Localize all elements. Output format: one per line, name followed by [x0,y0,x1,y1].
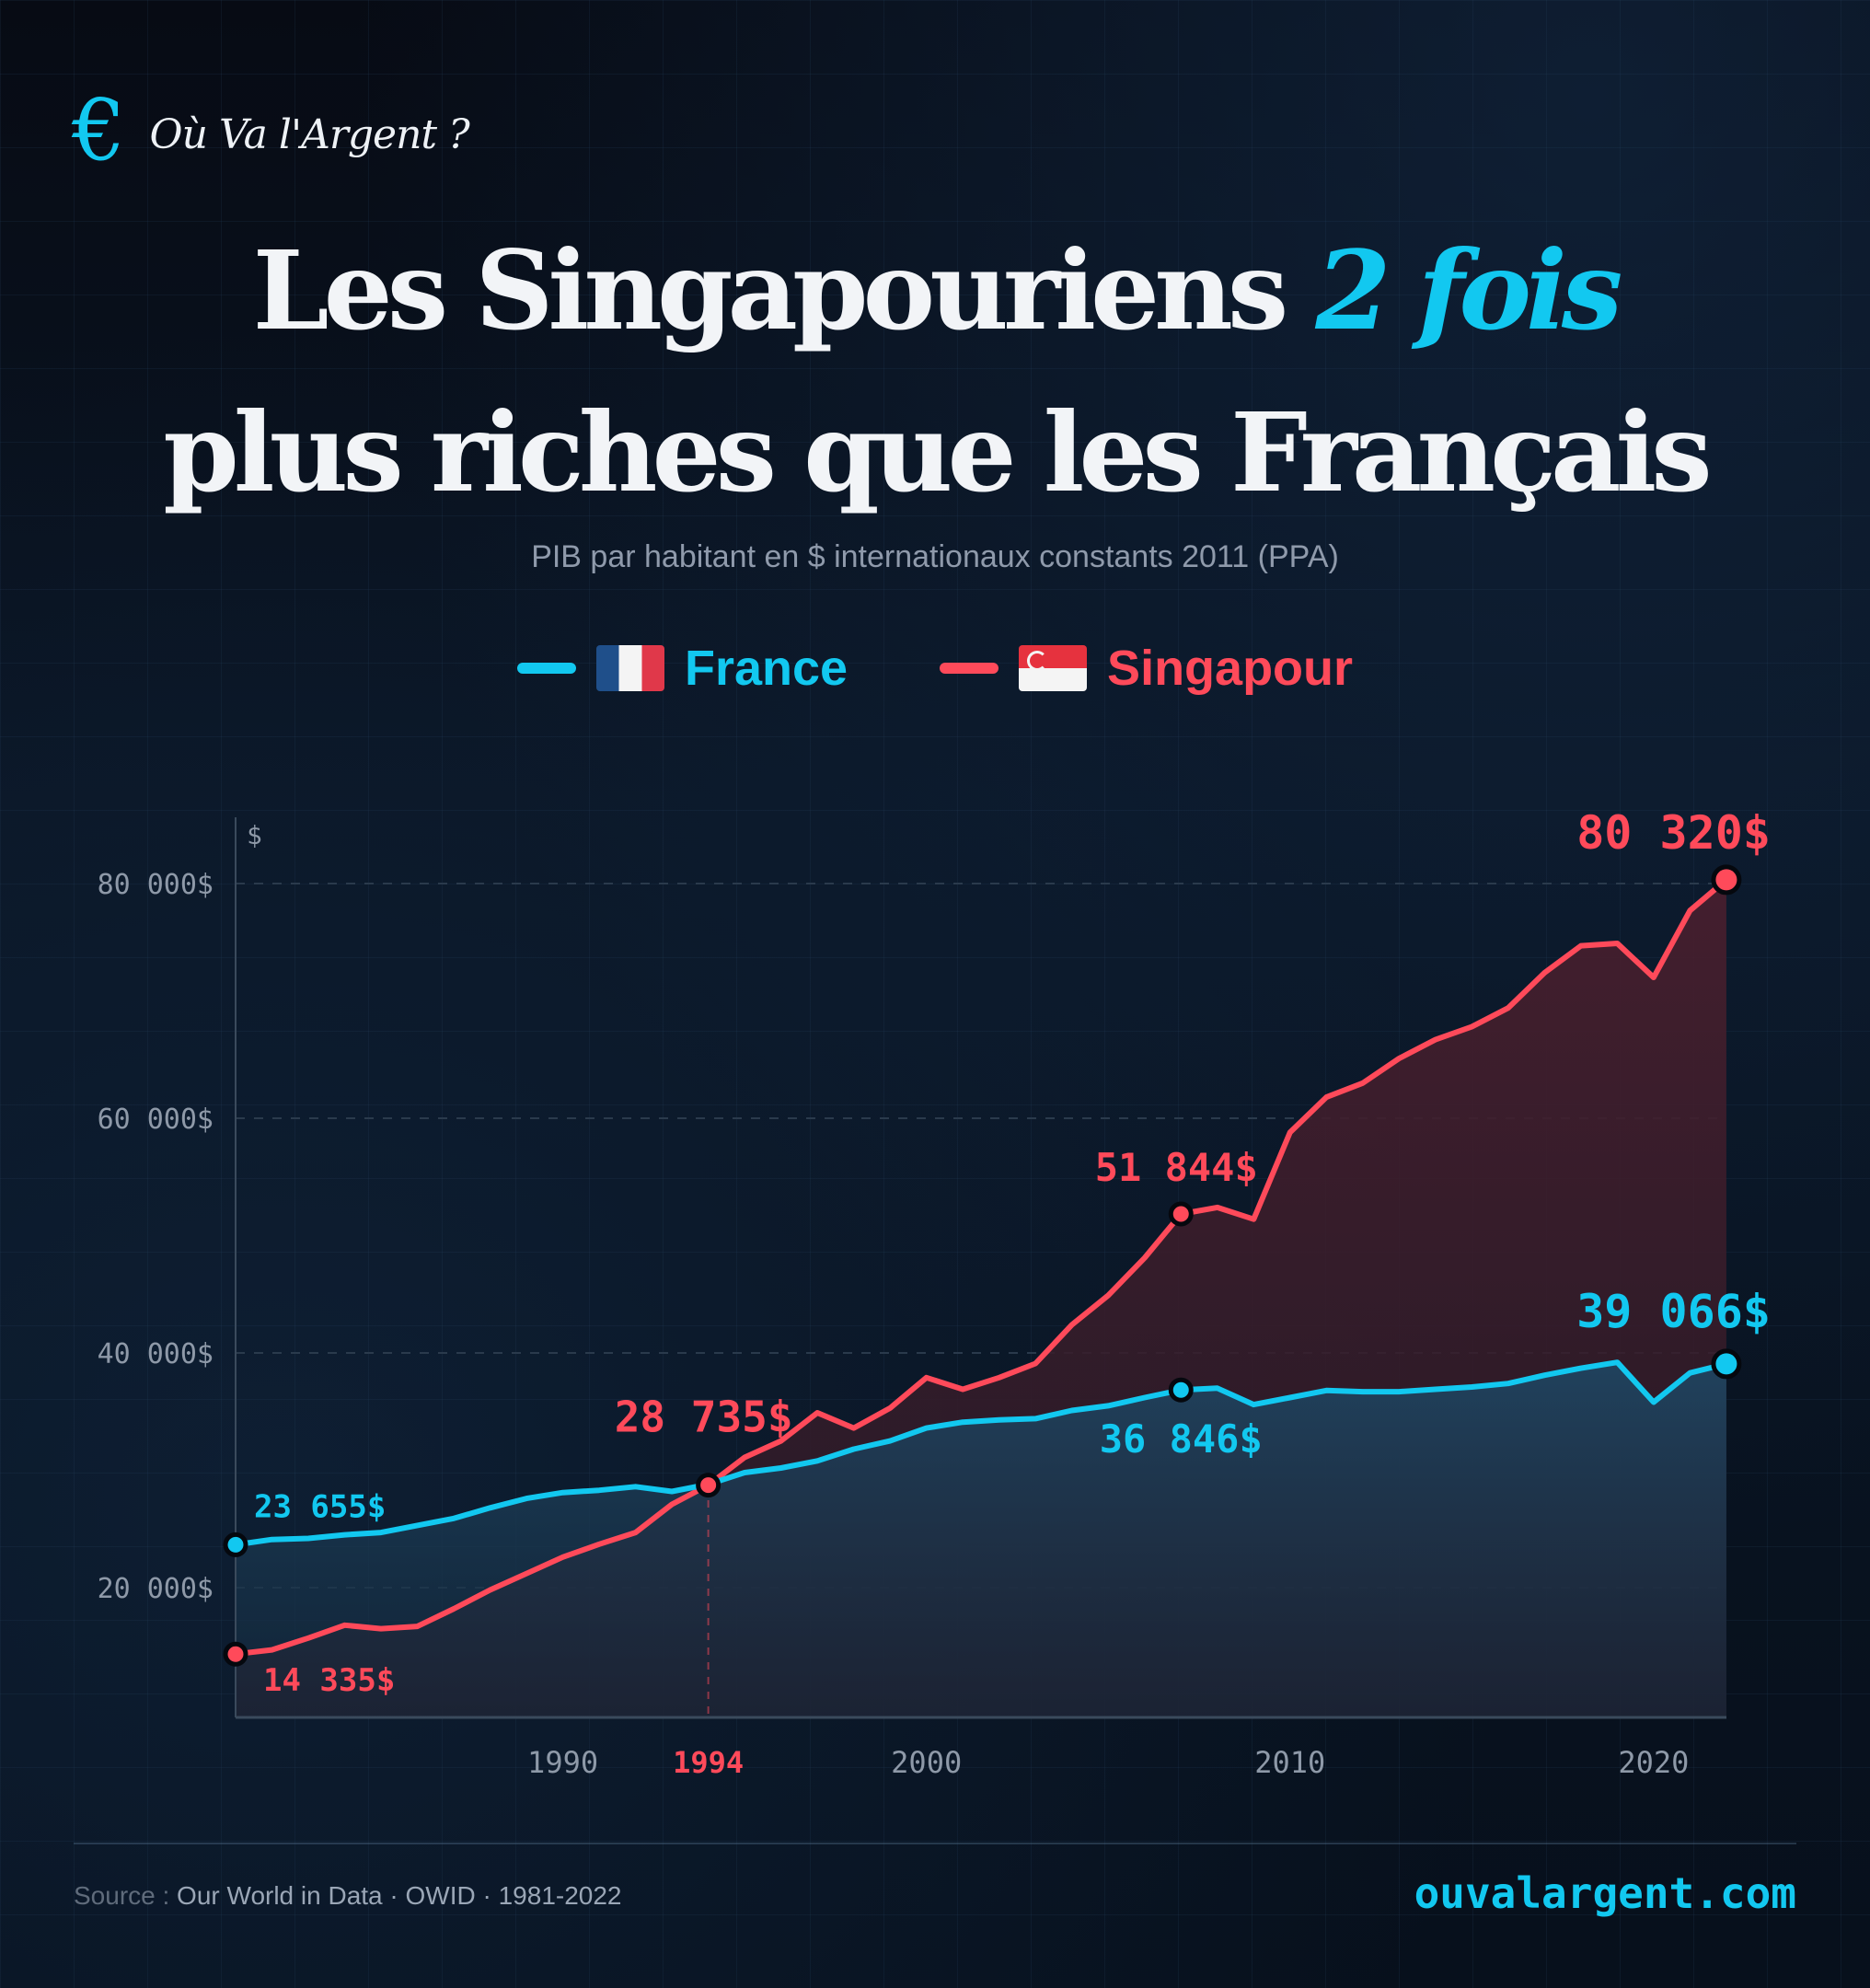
flag-singapore-icon [1019,645,1088,691]
y-tick-label: 60 000$ [98,1104,214,1136]
euro-icon: € [72,81,126,179]
x-axis-labels: 1990 1994 2000 2010 2020 [527,1745,1689,1780]
data-point-marker [223,1641,248,1667]
flag-france-icon [595,645,664,691]
data-point-label: 51 844$ [1095,1145,1258,1190]
france-line [235,1359,1727,1548]
data-point-marker [1711,1348,1742,1380]
legend-swatch-singapore [940,663,999,674]
footer-divider [74,1843,1796,1844]
y-tick-label: 20 000$ [98,1573,214,1605]
data-point-label: 80 320$ [1576,806,1771,860]
title-highlight: 2 fois [1315,226,1622,354]
brand-name: Où Va l'Argent ? [149,110,470,158]
legend-label-singapore: Singapour [1107,641,1354,696]
legend-item-france: France [516,640,848,697]
x-tick-label: 1994 [673,1745,744,1780]
y-axis-unit: $ [247,820,262,850]
legend: France Singapour [0,640,1870,697]
subtitle: PIB par habitant en $ internationaux con… [531,539,1339,574]
data-markers: 23 655$ 14 335$ 28 735$ 51 844$ 36 846$ 80 32… [223,806,1771,1699]
title-line-2: plus riches que les Français [163,388,1712,516]
data-point-marker [1168,1201,1194,1227]
y-axis-labels: 20 000$ 40 000$ 60 000$ 80 000$ [98,869,214,1605]
france-area [236,1362,1726,1717]
x-tick-label: 2020 [1618,1745,1689,1780]
data-point-marker [696,1473,721,1498]
source-text: Source : Our World in Data · OWID · 1981… [74,1881,622,1910]
singapore-line [235,877,1728,1658]
brand: € Où Va l'Argent ? [72,81,470,179]
legend-item-singapore: Singapour [940,640,1353,697]
data-point-marker [1711,864,1742,896]
data-point-label: 14 335$ [263,1662,395,1699]
page-title: Les Singapouriens 2 fois plus riches que… [0,210,1870,534]
x-tick-label: 2010 [1254,1745,1325,1780]
data-point-label: 39 066$ [1576,1285,1771,1338]
data-point-label: 36 846$ [1100,1416,1263,1462]
legend-swatch-france [516,663,576,674]
data-point-marker [223,1531,248,1557]
data-point-marker [1168,1377,1194,1403]
legend-label-france: France [684,641,848,696]
site-link[interactable]: ouvalargent.com [1414,1868,1796,1918]
x-tick-label: 1990 [527,1745,598,1780]
data-point-label: 23 655$ [254,1488,386,1525]
data-point-label: 28 735$ [615,1393,793,1442]
x-tick-label: 2000 [891,1745,962,1780]
y-tick-label: 40 000$ [98,1338,214,1370]
y-tick-label: 80 000$ [98,869,214,901]
title-line-1: Les Singapouriens 2 fois [252,226,1623,354]
